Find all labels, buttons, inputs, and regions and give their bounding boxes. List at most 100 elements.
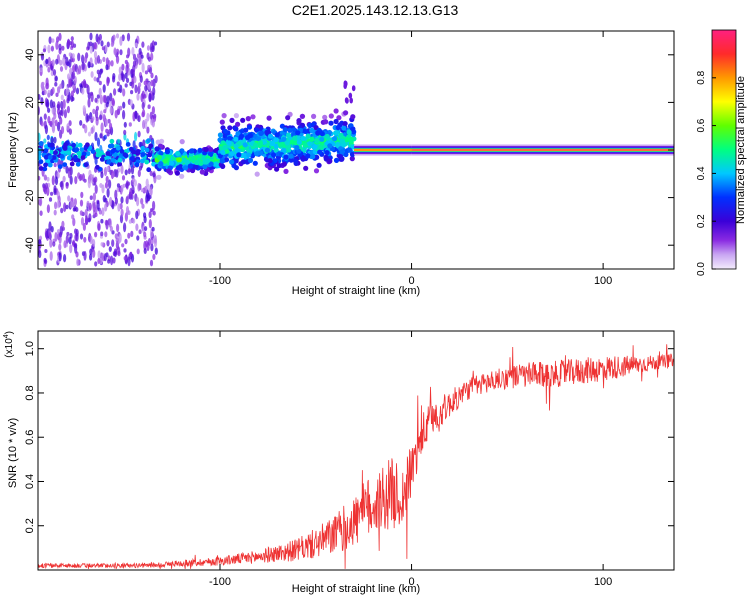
heatmap-cell [314,138,320,144]
heatmap-cell [42,184,47,193]
heatmap-cell [40,53,45,61]
heatmap-cell [91,116,95,121]
heatmap-cell [55,58,59,65]
heatmap-cell [109,92,113,102]
heatmap-cell [106,76,110,87]
heatmap-cell [310,154,316,160]
heatmap-cell [77,52,81,62]
heatmap-cell [162,158,168,164]
heatmap-cell [106,41,110,48]
heatmap-cell [350,126,356,132]
heatmap-cell [114,189,118,200]
heatmap-cell [99,157,105,162]
heatmap-cell [343,110,349,116]
heatmap-cell [46,176,50,182]
heatmap-cell [261,139,267,145]
heatmap-cell [148,195,152,200]
heatmap-cell [296,139,302,145]
heatmap-cell [89,235,93,245]
heatmap-cell [264,147,271,153]
heatmap-cell [101,207,105,217]
heatmap-cell [67,73,71,80]
heatmap-cell [124,212,128,222]
heatmap-cell [267,133,274,139]
heatmap-cell [99,114,103,121]
heatmap-cell [120,187,124,192]
heatmap-cell [351,85,356,92]
heatmap-cell [104,182,109,189]
heatmap-cell [123,222,127,233]
heatmap-cell [145,178,149,188]
heatmap-cell [100,122,104,132]
heatmap-cell [43,113,47,120]
heatmap-cell [68,52,72,57]
heatmap-cell [63,202,67,213]
heatmap-cell [144,147,150,153]
heatmap-cell [47,44,51,54]
snr-multiplier: (x104) [3,331,15,358]
heatmap-cells [38,32,674,268]
heatmap-cell [95,148,101,154]
heatmap-cell [179,173,185,179]
heatmap-cell [86,200,90,208]
heatmap-cell [109,143,115,149]
heatmap-cell [71,84,75,89]
heatmap-cell [43,257,47,263]
heatmap-cell [42,48,47,53]
heatmap-cell [118,73,122,81]
heatmap-cell [117,250,121,257]
heatmap-cell [319,136,325,142]
heatmap-cell [117,203,121,212]
heatmap-cell [66,98,70,104]
heatmap-cell [104,231,108,238]
heatmap-cell [240,159,246,165]
heatmap-cell [175,150,181,157]
heatmap-cell [89,45,93,54]
heatmap-cell [103,253,107,262]
heatmap-cell [109,225,113,232]
heatmap-cell [40,97,44,105]
heatmap-cell [285,115,291,121]
heatmap-cell [60,94,64,101]
heatmap-cell [316,162,322,168]
heatmap-cell [226,140,232,146]
heatmap-cell [132,218,136,224]
heatmap-cell [144,70,148,75]
heatmap-cell [148,219,152,229]
spectrogram-xlabel: Height of straight line (km) [292,285,420,297]
heatmap-cell [168,160,175,166]
heatmap-cell [256,136,262,142]
heatmap-cell [222,128,228,134]
heatmap-cell [205,158,211,164]
heatmap-cell [89,195,93,200]
heatmap-cell [61,220,65,228]
heatmap-cell [75,161,81,167]
heatmap-cell [114,109,118,119]
y-tick-label: 40 [24,49,36,61]
heatmap-cell [306,141,312,147]
heatmap-cell [72,207,76,212]
heatmap-cell [338,132,344,138]
heatmap-cell [106,240,110,247]
heatmap-cell [124,72,128,79]
heatmap-cell [59,66,64,72]
heatmap-cell [76,258,80,267]
heatmap-cell [49,238,53,248]
colorbar-ticks: 0.0 0.2 0.4 0.6 0.8 [696,70,716,276]
heatmap-cell [79,83,83,88]
heatmap-cell [47,154,53,160]
heatmap-cell [188,148,195,154]
heatmap-cell [65,165,69,174]
heatmap-cell [336,115,342,121]
heatmap-cell [136,196,140,207]
heatmap-cell [164,149,171,155]
heatmap-cell [40,120,44,127]
colorbar: 0.0 0.2 0.4 0.6 0.8 Normalized spectral ampl… [696,29,747,276]
heatmap-cell [288,157,294,163]
heatmap-cell [122,183,126,188]
heatmap-cell [51,59,55,67]
heatmap-cell [81,61,85,71]
x-tick-label: 0 [408,576,414,588]
heatmap-cell [65,182,69,187]
